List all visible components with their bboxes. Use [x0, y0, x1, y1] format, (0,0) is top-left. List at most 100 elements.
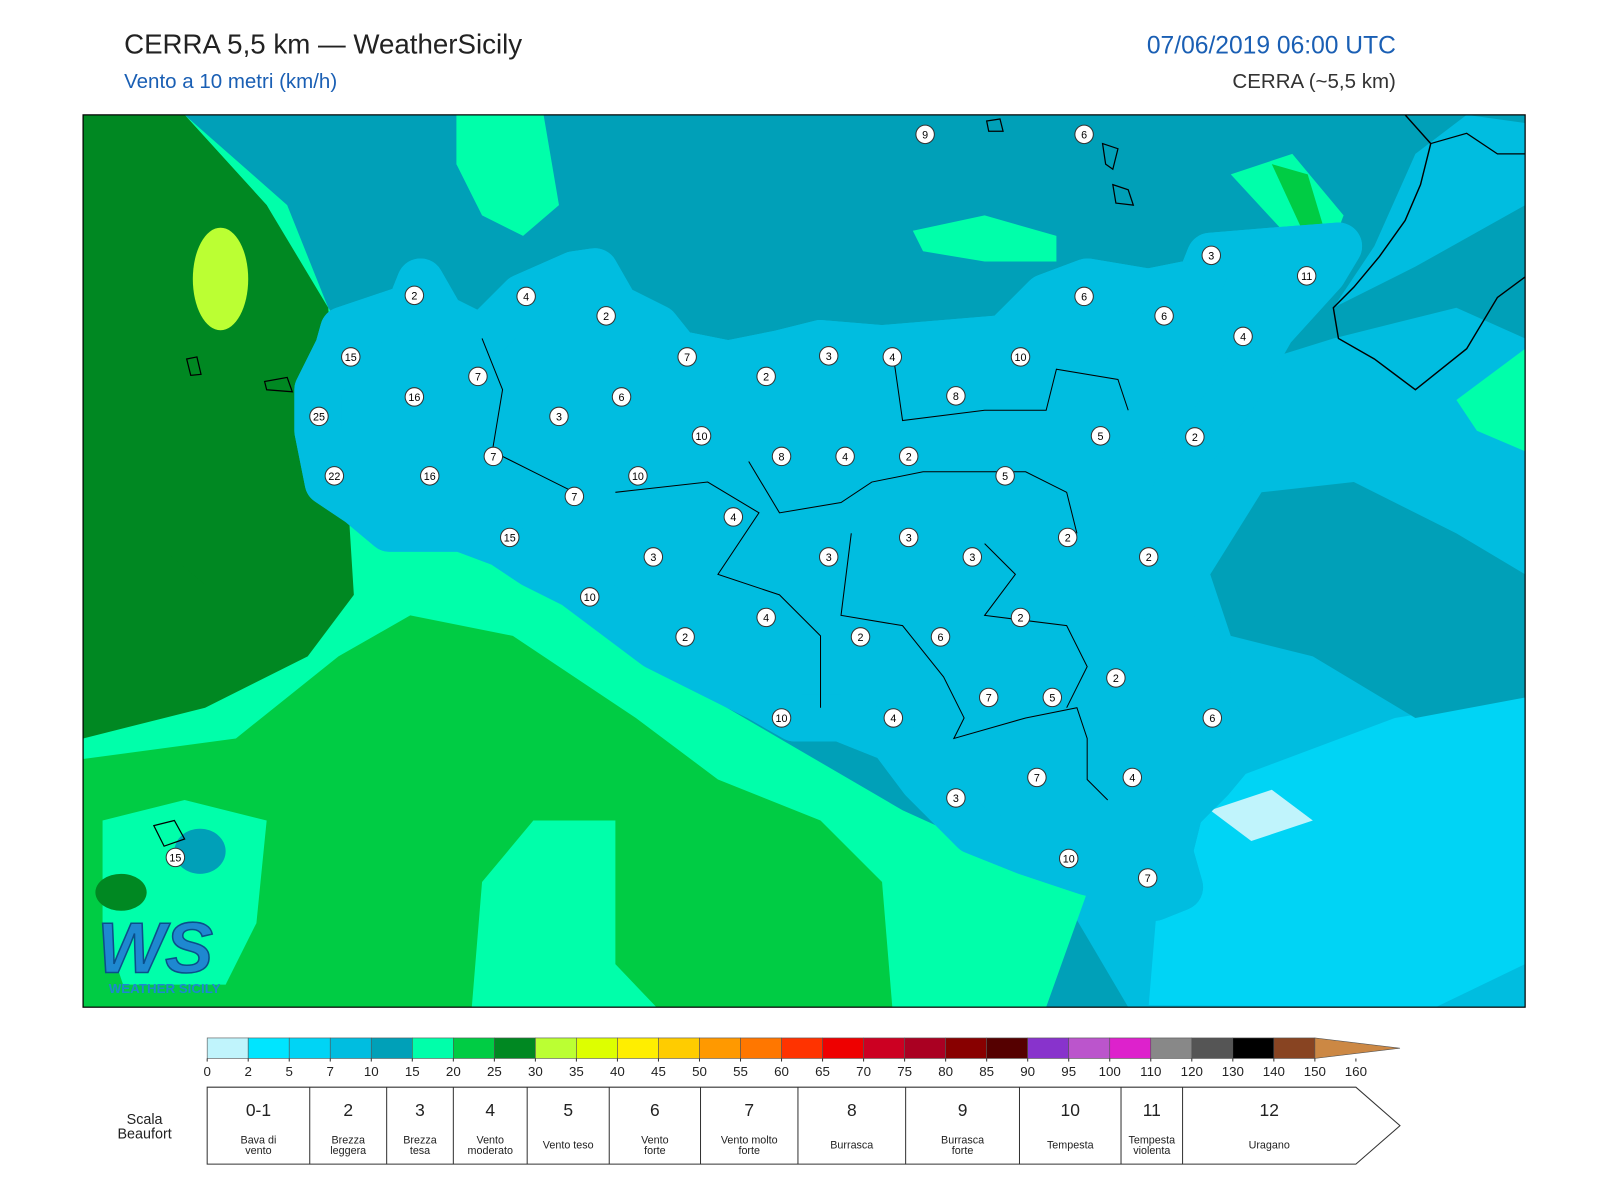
station: 4 — [756, 607, 776, 628]
station-marker — [564, 486, 585, 507]
station-value: 6 — [1209, 713, 1215, 725]
station-marker — [420, 466, 440, 486]
station-marker — [1233, 326, 1253, 347]
station-marker — [404, 387, 425, 407]
station-marker — [898, 527, 919, 548]
station-value: 2 — [603, 311, 609, 323]
station: 5 — [1042, 687, 1063, 708]
station: 2 — [1185, 427, 1205, 447]
colorbar-tick-label: 140 — [1263, 1064, 1285, 1079]
station-value: 4 — [842, 452, 848, 464]
station-marker — [549, 406, 569, 427]
datetime: 07/06/2019 06:00 UTC — [1147, 32, 1396, 59]
station-marker — [596, 306, 616, 326]
colorbar-tick-label: 75 — [897, 1064, 912, 1079]
station: 7 — [468, 366, 488, 387]
colorbar-segment — [617, 1037, 659, 1059]
station-value: 3 — [953, 793, 959, 805]
station-value: 22 — [328, 471, 340, 483]
colorbar-segment — [370, 1037, 413, 1059]
logo-text: WEATHER SICILY — [109, 981, 221, 996]
colorbar: 0 2 5 7 10 15 20 25 30 35 40 45 50 55 60 65 70 75 80 85 90 95… — [203, 1037, 1401, 1079]
beaufort-name: leggera — [330, 1145, 366, 1157]
colorbar-segment — [494, 1037, 536, 1059]
field-blob — [456, 114, 559, 236]
station-value: 15 — [345, 352, 357, 364]
station-value: 3 — [906, 533, 912, 545]
station-value: 6 — [1081, 129, 1087, 141]
beaufort-name: Brezza — [403, 1135, 436, 1147]
station-marker — [1202, 708, 1223, 728]
station: 4 — [516, 286, 536, 307]
station-value: 2 — [1018, 613, 1024, 625]
station-marker — [850, 627, 871, 647]
station: 22 — [324, 466, 345, 486]
beaufort-force: 10 — [1061, 1100, 1081, 1120]
station: 6 — [611, 387, 632, 407]
colorbar-segment — [863, 1037, 905, 1059]
station: 16 — [420, 466, 440, 486]
beaufort-force: 12 — [1260, 1100, 1279, 1120]
station: 3 — [946, 788, 966, 808]
station-value: 6 — [938, 632, 944, 644]
station-value: 8 — [953, 391, 959, 403]
station-value: 5 — [1049, 693, 1055, 705]
logo: WS WEATHER SICILY — [97, 908, 221, 996]
station-value: 7 — [684, 352, 690, 364]
colorbar-tick-label: 20 — [446, 1064, 461, 1079]
station: 2 — [850, 627, 871, 647]
station: 7 — [1137, 868, 1158, 888]
station-marker — [675, 627, 695, 647]
station-value: 7 — [571, 492, 577, 504]
station: 2 — [756, 366, 776, 387]
colorbar-tick-label: 50 — [692, 1064, 707, 1079]
field-blob — [192, 227, 249, 331]
station-value: 2 — [858, 632, 864, 644]
station: 7 — [483, 446, 504, 467]
station-value: 10 — [1015, 352, 1027, 364]
station: 3 — [898, 527, 919, 548]
station-value: 10 — [696, 431, 708, 443]
colorbar-segment — [1232, 1037, 1275, 1059]
station-marker — [1201, 245, 1222, 266]
station: 10 — [580, 587, 600, 607]
station-value: 10 — [632, 471, 644, 483]
colorbar-tick-label: 0 — [203, 1064, 210, 1079]
station-marker — [946, 386, 966, 406]
station-marker — [1057, 527, 1078, 548]
colorbar-tick-label: 65 — [815, 1064, 830, 1079]
colorbar-segment — [206, 1037, 249, 1059]
beaufort-outline — [206, 1086, 1401, 1165]
station: 4 — [835, 446, 855, 467]
beaufort-name: forte — [644, 1145, 666, 1157]
province-border — [840, 533, 1109, 801]
station-marker — [835, 446, 855, 467]
station: 11 — [1296, 266, 1317, 286]
station-value: 2 — [682, 632, 688, 644]
station-value: 10 — [1063, 854, 1075, 866]
beaufort-name: Burrasca — [941, 1135, 984, 1147]
field-darkgreen-2 — [83, 114, 339, 585]
station-marker — [324, 466, 345, 486]
colorbar-tick-label: 10 — [364, 1064, 379, 1079]
station-marker — [898, 446, 919, 467]
colorbar-tick-label: 150 — [1304, 1064, 1326, 1079]
beaufort-force: 8 — [847, 1100, 857, 1120]
station-value: 15 — [169, 853, 181, 865]
station: 2 — [404, 285, 425, 306]
islands — [152, 118, 1135, 847]
station: 4 — [1122, 767, 1143, 788]
colorbar-tick-label: 35 — [569, 1064, 584, 1079]
field-pantelleria — [102, 800, 267, 985]
station-marker — [818, 346, 839, 366]
station: 15 — [341, 347, 361, 367]
beaufort-name: moderato — [468, 1145, 513, 1157]
station-value: 10 — [584, 592, 596, 604]
station: 9 — [915, 124, 935, 145]
beaufort-name: vento — [245, 1145, 271, 1157]
station: 2 — [596, 306, 616, 326]
station-value: 16 — [408, 392, 420, 404]
colorbar-segment — [1027, 1037, 1070, 1059]
